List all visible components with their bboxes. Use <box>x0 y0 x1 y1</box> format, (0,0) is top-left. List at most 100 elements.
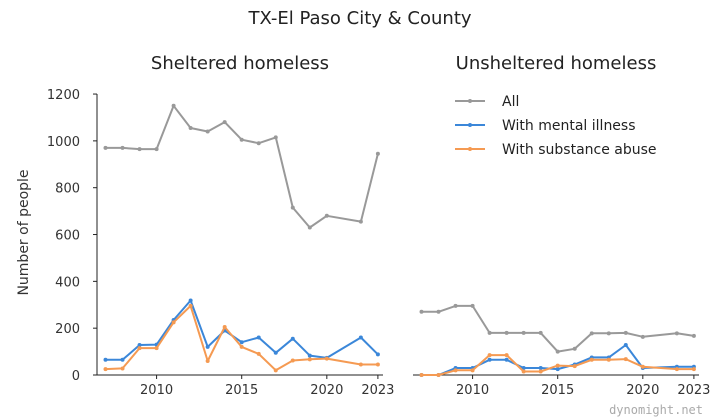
data-point <box>239 344 244 349</box>
data-point <box>623 357 628 362</box>
data-point <box>487 330 492 335</box>
data-point <box>453 303 458 308</box>
series-mental <box>103 298 380 362</box>
data-point <box>120 145 125 150</box>
legend-item-all: All <box>455 94 519 110</box>
data-point <box>504 357 509 362</box>
data-point <box>606 331 611 336</box>
data-point <box>205 344 210 349</box>
data-point <box>103 145 108 150</box>
data-point <box>307 225 312 230</box>
data-point <box>572 346 577 351</box>
y-tick-label: 200 <box>55 322 80 337</box>
data-point <box>239 137 244 142</box>
data-point <box>538 369 543 374</box>
data-point <box>375 151 380 156</box>
credit-text: dynomight.net <box>609 403 703 417</box>
data-point <box>188 298 193 303</box>
data-point <box>273 350 278 355</box>
data-point <box>521 365 526 370</box>
data-point <box>623 343 628 348</box>
y-tick-label: 1200 <box>47 88 80 103</box>
data-point <box>470 303 475 308</box>
data-point <box>358 362 363 367</box>
data-point <box>691 367 696 372</box>
data-point <box>188 303 193 308</box>
figure-title: TX-El Paso City & County <box>247 8 471 29</box>
y-tick-label: 0 <box>72 369 80 384</box>
data-point <box>137 343 142 348</box>
data-point <box>470 368 475 373</box>
x-tick-label: 2010 <box>456 383 489 398</box>
data-point <box>324 213 329 218</box>
data-point <box>538 365 543 370</box>
y-tick-label: 400 <box>55 275 80 290</box>
panel-1: Sheltered homeless 2010 2015 2020 2023 0 200 40… <box>16 53 394 398</box>
legend-label: All <box>502 94 519 110</box>
data-point <box>521 369 526 374</box>
data-point <box>572 364 577 369</box>
x-tick-label: 2020 <box>310 383 343 398</box>
data-point <box>436 309 441 314</box>
data-point <box>487 357 492 362</box>
data-point <box>171 103 176 108</box>
data-point <box>419 309 424 314</box>
data-point <box>436 373 441 377</box>
data-point <box>589 357 594 362</box>
data-point <box>487 353 492 358</box>
data-point <box>290 205 295 210</box>
data-point <box>222 120 227 125</box>
x-tick-label: 2015 <box>541 383 574 398</box>
series-all <box>419 303 696 354</box>
chart-panels: Sheltered homeless 2010 2015 2020 2023 0 200 40… <box>16 53 710 398</box>
data-point <box>154 346 159 351</box>
data-point <box>419 373 424 377</box>
x-tick-label: 2023 <box>677 383 710 398</box>
data-point <box>137 346 142 351</box>
legend-marker <box>468 147 472 151</box>
data-point <box>504 353 509 358</box>
legend-marker <box>468 99 472 103</box>
legend-item-mental: With mental illness <box>455 118 636 134</box>
series-substance <box>419 353 696 377</box>
panel-2: Unsheltered homeless 2010 2015 2020 2023 <box>413 53 710 398</box>
legend-label: With mental illness <box>502 118 636 134</box>
x-tick-label: 2020 <box>626 383 659 398</box>
data-point <box>555 367 560 372</box>
data-point <box>691 333 696 338</box>
legend-label: With substance abuse <box>502 142 657 158</box>
data-point <box>205 358 210 363</box>
legend-item-substance: With substance abuse <box>455 142 657 158</box>
data-point <box>555 363 560 368</box>
data-point <box>358 335 363 340</box>
data-point <box>674 331 679 336</box>
data-point <box>171 320 176 325</box>
series-mental <box>419 343 696 377</box>
data-point <box>375 362 380 367</box>
data-point <box>222 325 227 330</box>
data-point <box>307 357 312 362</box>
data-point <box>239 340 244 345</box>
data-point <box>606 357 611 362</box>
series-all <box>103 103 380 230</box>
data-point <box>307 353 312 358</box>
series-line <box>105 104 379 229</box>
series-line <box>421 354 694 376</box>
data-point <box>375 352 380 357</box>
data-point <box>623 330 628 335</box>
data-point <box>640 364 645 369</box>
series-line <box>105 304 378 372</box>
data-point <box>188 125 193 130</box>
data-point <box>538 330 543 335</box>
data-point <box>256 141 261 146</box>
series-substance <box>103 303 380 373</box>
legend-marker <box>468 123 472 127</box>
y-tick-label: 600 <box>55 229 80 244</box>
data-point <box>137 147 142 152</box>
y-tick-label: 800 <box>55 182 80 197</box>
panel-title: Unsheltered homeless <box>456 53 657 74</box>
data-point <box>103 357 108 362</box>
data-point <box>555 349 560 354</box>
x-tick-label: 2010 <box>140 383 173 398</box>
